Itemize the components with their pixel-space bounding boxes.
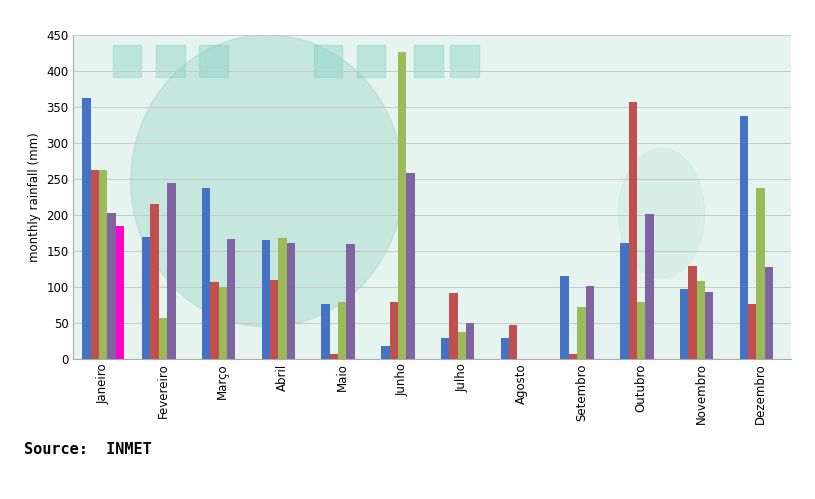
Bar — [645, 214, 654, 359]
Bar — [680, 288, 689, 359]
Bar — [500, 338, 509, 359]
Bar — [466, 323, 474, 359]
Bar — [398, 51, 406, 359]
Bar — [330, 353, 338, 359]
Bar — [279, 238, 287, 359]
Bar — [210, 282, 218, 359]
Bar — [218, 287, 227, 359]
Bar — [628, 102, 637, 359]
Bar — [441, 338, 449, 359]
Bar — [406, 173, 415, 359]
Bar — [151, 204, 159, 359]
Bar — [569, 354, 577, 359]
Bar — [346, 244, 355, 359]
Bar — [697, 281, 705, 359]
Bar — [577, 307, 585, 359]
Bar — [357, 45, 385, 77]
Bar — [414, 45, 443, 77]
Bar — [108, 213, 116, 359]
Bar — [99, 171, 108, 359]
Bar — [740, 116, 748, 359]
Bar — [561, 276, 569, 359]
Bar — [116, 226, 124, 359]
Bar — [159, 318, 167, 359]
Bar — [338, 301, 346, 359]
Y-axis label: monthly rainfall (mm): monthly rainfall (mm) — [28, 132, 41, 262]
Bar — [637, 301, 645, 359]
Bar — [202, 189, 210, 359]
Bar — [199, 45, 227, 77]
Bar — [321, 304, 330, 359]
Bar — [458, 332, 466, 359]
Bar — [314, 45, 342, 77]
Bar — [748, 304, 756, 359]
Bar — [90, 171, 99, 359]
Bar — [390, 301, 398, 359]
Bar — [449, 293, 458, 359]
Text: Source:  INMET: Source: INMET — [24, 442, 152, 457]
Bar — [585, 286, 594, 359]
Bar — [167, 183, 175, 359]
Bar — [620, 243, 628, 359]
Bar — [381, 346, 390, 359]
Bar — [689, 265, 697, 359]
Ellipse shape — [619, 149, 704, 278]
Bar — [112, 45, 142, 77]
Bar — [450, 45, 478, 77]
Ellipse shape — [130, 35, 403, 327]
Bar — [509, 325, 518, 359]
Bar — [142, 237, 151, 359]
Bar — [287, 243, 295, 359]
Bar — [756, 188, 764, 359]
Bar — [227, 239, 236, 359]
Bar — [764, 267, 773, 359]
Bar — [262, 241, 270, 359]
Bar — [705, 291, 713, 359]
Bar — [82, 98, 90, 359]
Bar — [270, 280, 279, 359]
Bar — [156, 45, 184, 77]
